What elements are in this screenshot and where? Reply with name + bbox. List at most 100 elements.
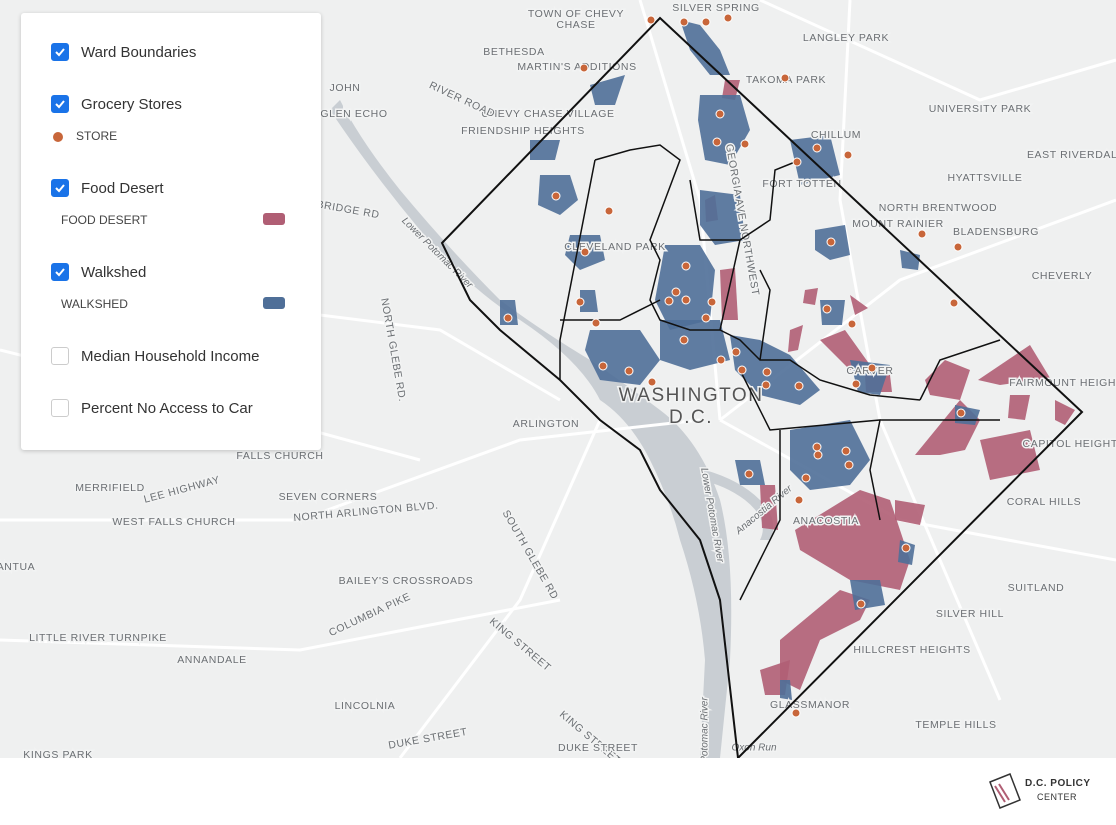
layer-label: Ward Boundaries [81,43,197,61]
grocery-store [575,297,585,307]
grocery-store [591,318,601,328]
check-mark [55,100,65,109]
grocery-store [744,469,754,479]
layer-toggle[interactable]: Grocery Stores [51,95,182,113]
food-desert-area [780,590,870,690]
grocery-store [740,139,750,149]
grocery-store [671,287,681,297]
walkshed-area [850,580,885,610]
walkshed-area [790,420,870,490]
place-label: LANGLEY PARK [803,32,889,44]
grocery-store [949,298,959,308]
place-label: UNIVERSITY PARK [929,103,1032,115]
layer-toggle[interactable]: Food Desert [51,179,164,197]
legend-label: WALKSHED [61,297,128,311]
grocery-store [679,17,689,27]
grocery-store [701,17,711,27]
food-desert-area [980,430,1040,480]
place-label: GLEN ECHO [320,108,387,120]
place-label: SILVER HILL [936,608,1004,620]
dc-boundary [440,16,1084,758]
checkbox[interactable] [51,43,69,61]
legend-swatch [263,213,285,225]
grocery-store [712,137,722,147]
grocery-store [503,313,513,323]
food-desert-area [720,268,738,320]
food-desert-area [925,360,970,400]
grocery-store [580,247,590,257]
grocery-store [681,261,691,271]
grocery-store [812,442,822,452]
walkshed-area [820,300,845,325]
check-mark [55,184,65,193]
place-label: DUKE STREET [558,742,638,754]
food-desert-area [850,295,868,315]
grocery-store [604,206,614,216]
grocery-store [813,450,823,460]
check-icon [55,184,65,193]
grocery-store [856,599,866,609]
ward-boundaries [559,144,1001,601]
walkshed-area [850,360,890,395]
grocery-store [715,109,725,119]
grocery-store [953,242,963,252]
legend-label: STORE [76,129,118,143]
place-label: ANTUA [0,561,35,573]
check-icon [55,48,65,57]
grocery-store [624,366,634,376]
food-desert-area [1008,395,1030,420]
grocery-store [762,367,772,377]
place-label: GLASSMANOR [770,699,850,711]
grocery-store [737,365,747,375]
check-mark [55,48,65,57]
grocery-store [826,237,836,247]
legend-swatch [263,297,285,309]
grocery-store [901,543,911,553]
place-label: ANACOSTIA [793,515,859,527]
food-desert-area [760,485,778,530]
walkshed-area [790,135,840,185]
grocery-store [679,335,689,345]
grocery-store [716,355,726,365]
place-label: D.C. [669,407,713,428]
layer-toggle[interactable]: Ward Boundaries [51,43,196,61]
layer-toggle[interactable]: Percent No Access to Car [51,399,253,417]
place-label: NORTH BRENTWOOD [879,202,997,214]
food-desert-area [803,288,818,305]
grocery-store [847,319,857,329]
checkbox[interactable] [51,399,69,417]
grocery-store [579,63,589,73]
place-label: MARTIN'S ADDITIONS [517,61,636,73]
grocery-store [707,297,717,307]
grocery-store [664,296,674,306]
layer-label: Food Desert [81,179,164,197]
place-label: CHASE [556,19,595,31]
place-label: CORAL HILLS [1007,496,1082,508]
place-label: BAILEY'S CROSSROADS [339,575,474,587]
food-desert-area [820,330,870,370]
checkbox[interactable] [51,179,69,197]
layer-toggle[interactable]: Walkshed [51,263,146,281]
place-label: FALLS CHURCH [236,450,323,462]
place-label: FORT TOTTEN [762,178,841,190]
legend-label: FOOD DESERT [61,213,148,227]
place-label: EAST RIVERDALE [1027,149,1116,161]
layer-label: Percent No Access to Car [81,399,253,417]
walkshed-area [530,140,560,160]
checkbox[interactable] [51,263,69,281]
checkbox[interactable] [51,347,69,365]
walkshed-area [660,320,730,370]
place-label: JOHN [330,82,361,94]
grocery-store [794,381,804,391]
layer-toggle[interactable]: Median Household Income [51,347,259,365]
check-mark [55,268,65,277]
place-label: FAIRMOUNT HEIGHTS [1009,377,1116,389]
grocery-store [647,377,657,387]
layer-label: Grocery Stores [81,95,182,113]
place-label: LITTLE RIVER TURNPIKE [29,632,167,644]
grocery-store [646,15,656,25]
checkbox[interactable] [51,95,69,113]
grocery-store [801,473,811,483]
